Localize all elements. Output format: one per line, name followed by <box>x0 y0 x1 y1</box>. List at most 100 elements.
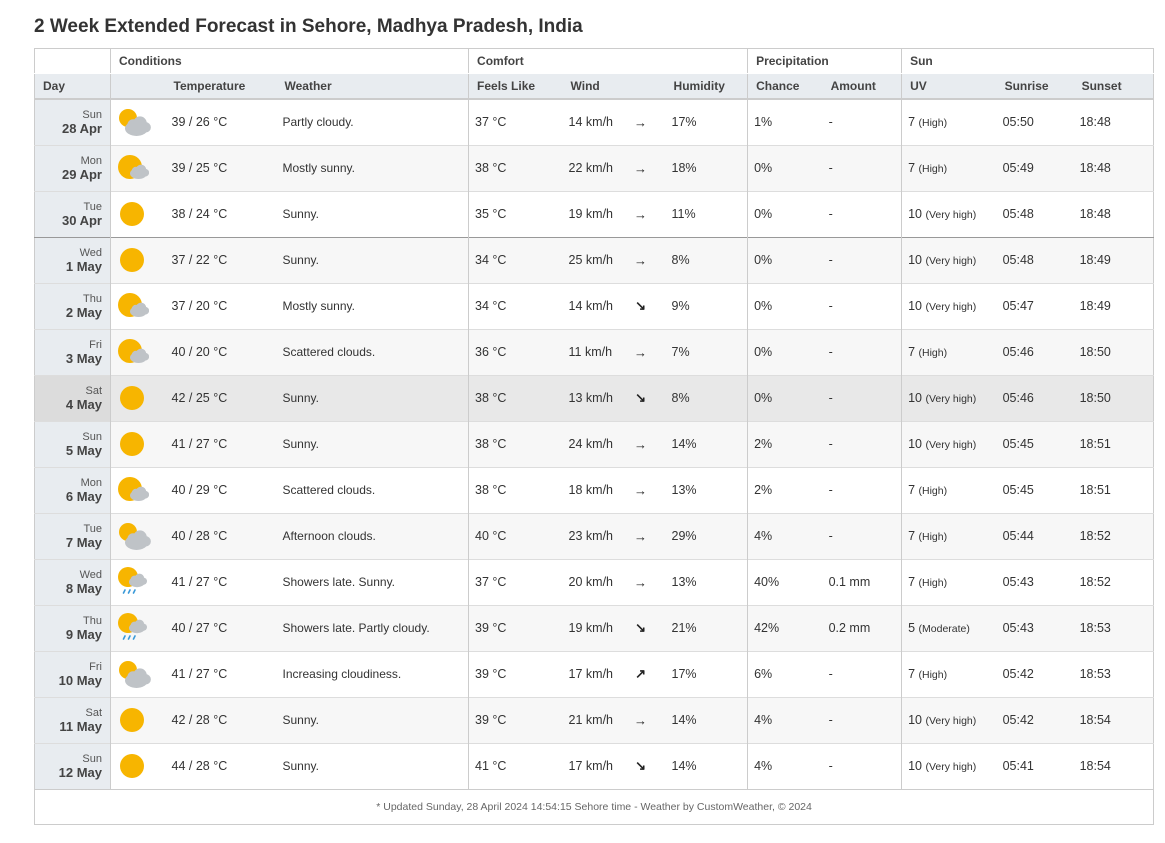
weather-cell: Scattered clouds. <box>276 328 469 375</box>
uv-value: 10 <box>908 253 922 267</box>
sunny-icon <box>117 199 166 229</box>
temperature-cell: 42 / 25 °C <box>165 374 277 421</box>
day-date: 8 May <box>65 581 102 596</box>
uv-cell: 7 (High) <box>901 144 997 191</box>
sunrise-cell: 05:42 <box>996 696 1074 743</box>
humidity-cell: 13% <box>665 466 748 513</box>
sunrise-cell: 05:48 <box>996 190 1074 237</box>
humidity-cell: 14% <box>665 420 748 467</box>
day-cell: Fri 10 May <box>34 650 111 697</box>
feels-like-cell: 38 °C <box>468 466 563 513</box>
amount-cell: - <box>822 742 902 789</box>
weather-icon-cell <box>110 696 166 743</box>
wind-cell: 19 km/h <box>562 190 633 237</box>
col-day: Day <box>34 73 111 100</box>
uv-label: (High) <box>918 485 948 497</box>
uv-value: 10 <box>908 437 922 451</box>
weather-cell: Sunny. <box>276 236 469 283</box>
day-cell: Sat 11 May <box>34 696 111 743</box>
sunrise-cell: 05:48 <box>996 236 1074 283</box>
uv-value: 10 <box>908 713 922 727</box>
uv-value: 10 <box>908 207 922 221</box>
table-row: Sun 28 Apr 39 / 26 °C Partly cloudy. 37 … <box>34 98 1154 145</box>
partly-cloudy-icon <box>117 107 166 137</box>
sunset-cell: 18:50 <box>1073 328 1154 375</box>
weather-cell: Increasing cloudiness. <box>276 650 469 697</box>
weather-cell: Sunny. <box>276 742 469 789</box>
amount-cell: 0.2 mm <box>822 604 902 651</box>
uv-cell: 7 (High) <box>901 328 997 375</box>
sunset-cell: 18:50 <box>1073 374 1154 421</box>
temperature-cell: 42 / 28 °C <box>165 696 277 743</box>
temperature-cell: 40 / 29 °C <box>165 466 277 513</box>
col-temperature: Temperature <box>165 73 277 100</box>
group-empty <box>34 48 111 74</box>
sunrise-cell: 05:49 <box>996 144 1074 191</box>
wind-direction-cell: ↘ <box>632 742 666 789</box>
uv-cell: 5 (Moderate) <box>901 604 997 651</box>
feels-like-cell: 41 °C <box>468 742 563 789</box>
temperature-cell: 41 / 27 °C <box>165 650 277 697</box>
uv-value: 7 <box>908 115 916 130</box>
chance-cell: 2% <box>747 420 823 467</box>
wind-direction-cell: ↗ <box>632 650 666 697</box>
uv-cell: 10 (Very high) <box>901 374 997 421</box>
sunset-cell: 18:54 <box>1073 696 1154 743</box>
humidity-cell: 17% <box>665 98 748 145</box>
uv-label: (High) <box>918 669 948 681</box>
day-date: 6 May <box>65 489 102 504</box>
feels-like-cell: 36 °C <box>468 328 563 375</box>
wind-direction-cell: ↘ <box>632 374 666 421</box>
sunrise-cell: 05:50 <box>996 98 1074 145</box>
col-weather: Weather <box>276 73 469 100</box>
day-of-week: Thu <box>83 615 102 627</box>
page-title: 2 Week Extended Forecast in Sehore, Madh… <box>34 16 583 37</box>
day-of-week: Mon <box>80 155 102 167</box>
weather-cell: Partly cloudy. <box>276 98 469 145</box>
uv-cell: 10 (Very high) <box>901 742 997 789</box>
weather-cell: Mostly sunny. <box>276 144 469 191</box>
wind-cell: 17 km/h <box>562 650 633 697</box>
day-date: 10 May <box>58 673 102 688</box>
humidity-cell: 17% <box>665 650 748 697</box>
day-of-week: Tue <box>83 201 102 213</box>
feels-like-cell: 34 °C <box>468 282 563 329</box>
col-wind-dir <box>632 73 666 100</box>
amount-cell: - <box>822 512 902 559</box>
day-date: 30 Apr <box>62 213 102 228</box>
sunrise-cell: 05:45 <box>996 466 1074 513</box>
table-row: Wed 8 May 41 / 27 °C Showers late. Sunny… <box>34 558 1154 605</box>
day-date: 12 May <box>58 765 102 780</box>
day-of-week: Fri <box>89 661 102 673</box>
day-date: 28 Apr <box>62 121 102 137</box>
wind-direction-cell: → <box>632 328 666 375</box>
chance-cell: 6% <box>747 650 823 697</box>
wind-direction-cell: → <box>632 466 666 513</box>
wind-cell: 11 km/h <box>562 328 633 375</box>
feels-like-cell: 40 °C <box>468 512 563 559</box>
weather-cell: Sunny. <box>276 374 469 421</box>
weather-icon-cell <box>110 558 166 605</box>
day-date: 2 May <box>65 305 102 320</box>
day-of-week: Mon <box>80 477 102 489</box>
day-cell: Mon 29 Apr <box>34 144 111 191</box>
feels-like-cell: 39 °C <box>468 650 563 697</box>
sunrise-cell: 05:47 <box>996 282 1074 329</box>
table-row: Fri 10 May 41 / 27 °C Increasing cloudin… <box>34 650 1154 697</box>
day-cell: Tue 7 May <box>34 512 111 559</box>
wind-cell: 25 km/h <box>562 236 633 283</box>
day-of-week: Wed <box>79 247 102 259</box>
temperature-cell: 41 / 27 °C <box>165 420 277 467</box>
weather-icon-cell <box>110 512 166 559</box>
uv-label: (High) <box>918 163 948 175</box>
weather-cell: Scattered clouds. <box>276 466 469 513</box>
showers-icon <box>117 612 166 644</box>
wind-cell: 14 km/h <box>562 98 633 145</box>
feels-like-cell: 35 °C <box>468 190 563 237</box>
weather-icon-cell <box>110 650 166 697</box>
uv-cell: 7 (High) <box>901 98 997 145</box>
weather-cell: Sunny. <box>276 696 469 743</box>
day-cell: Sat 4 May <box>34 374 111 421</box>
day-date: 5 May <box>65 443 102 458</box>
weather-cell: Mostly sunny. <box>276 282 469 329</box>
